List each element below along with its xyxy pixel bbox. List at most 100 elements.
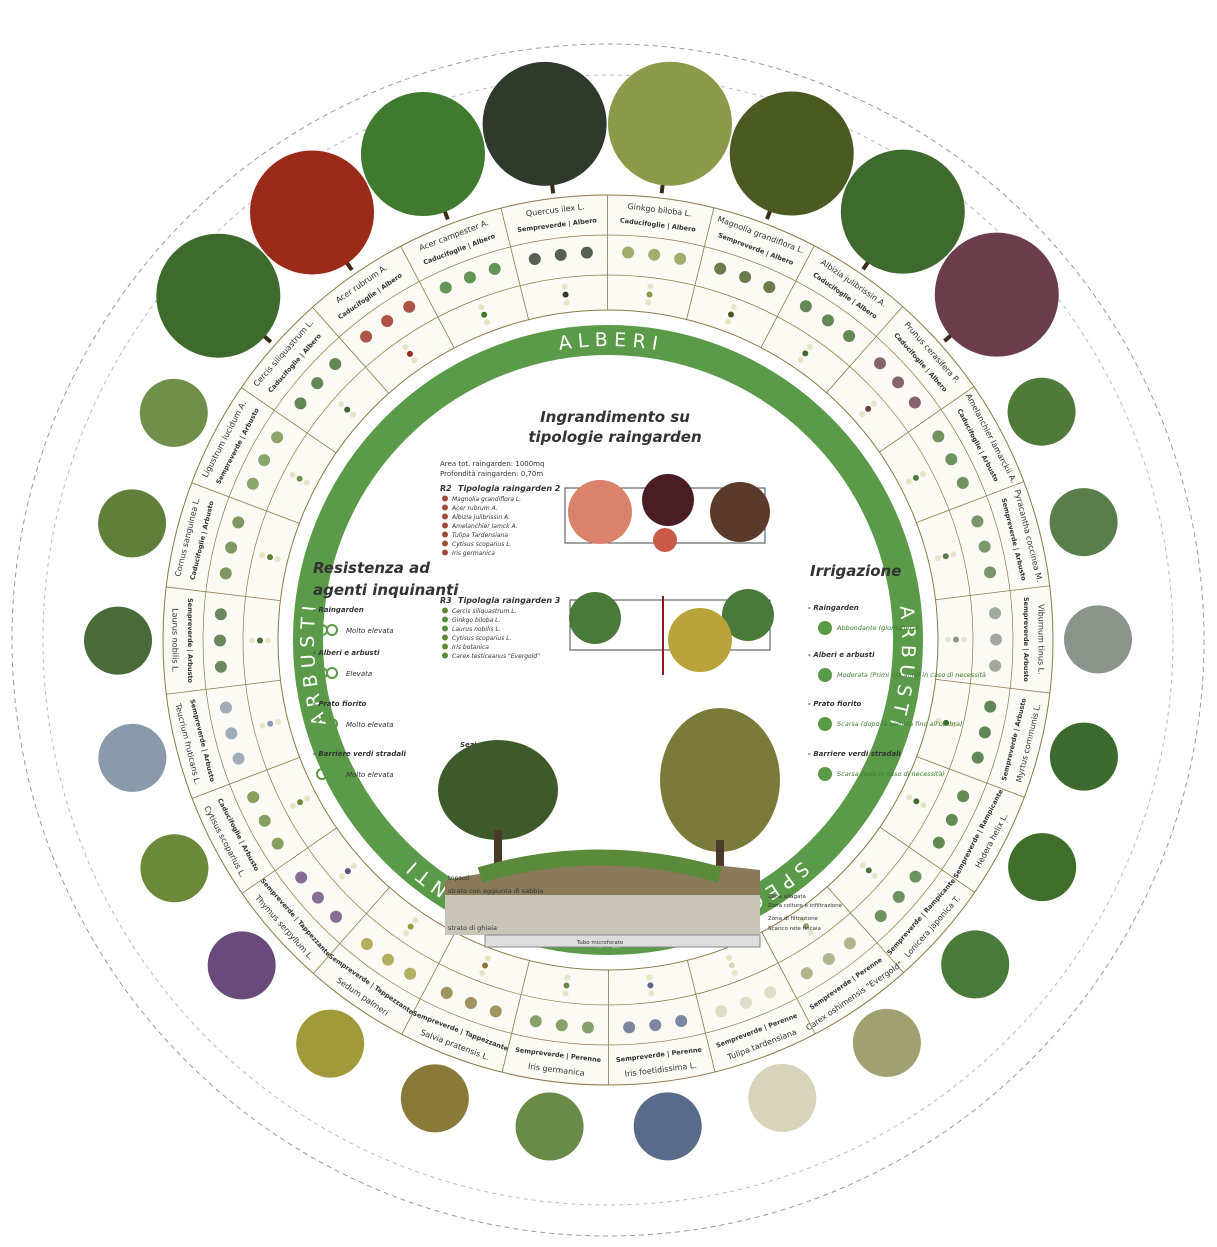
plant-icon (957, 790, 969, 802)
calendar-cell (339, 873, 345, 879)
plant-icon (946, 814, 958, 826)
list-item: Laurus nobilis L. (452, 626, 501, 633)
plant-icon (220, 567, 232, 579)
plant-blob (569, 592, 621, 644)
list-item: Albizia julibrissin A. (451, 514, 510, 521)
plant-silhouette (730, 92, 854, 216)
plant-silhouette (841, 150, 965, 274)
irrigation-value: Scarsa (solo in caso di necessità) (837, 770, 945, 778)
calendar-cell (563, 292, 569, 298)
plant-icon (555, 249, 567, 261)
plant-icon (675, 1015, 687, 1027)
irrigation-label: - Prato fiorito (808, 700, 862, 708)
section-label: Zona allagata (768, 894, 806, 900)
list-item: Iris botanica (452, 644, 489, 651)
plant-silhouette (140, 379, 208, 447)
plant-icon (404, 968, 416, 980)
calendar-cell (647, 284, 653, 290)
irrigation-label: - Barriere verdi stradali (808, 750, 902, 758)
resistance-label: - Alberi e arbusti (313, 649, 380, 657)
plant-icon (247, 478, 259, 490)
plant-silhouette (208, 931, 276, 999)
plant-silhouette (250, 150, 374, 274)
calendar-cell (485, 955, 491, 961)
calendar-cell (906, 795, 912, 801)
calendar-cell (259, 723, 265, 729)
plant-silhouette (1050, 723, 1118, 791)
plant-icon (247, 791, 259, 803)
plant-icon (529, 253, 541, 265)
plant-name: Laurus nobilis L. (170, 608, 179, 673)
plant-icon (909, 397, 921, 409)
center-title: Ingrandimento su (540, 408, 690, 426)
plant-silhouette (361, 92, 485, 216)
plant-icon (233, 753, 245, 765)
list-item: Cytisus scoparius L. (452, 635, 512, 642)
list-bullet (442, 496, 448, 502)
plant-icon (971, 515, 983, 527)
list-bullet (442, 644, 448, 650)
plant-icon (271, 431, 283, 443)
tree-canopy (438, 740, 558, 840)
plant-icon (979, 541, 991, 553)
calendar-cell (304, 795, 310, 801)
plant-icon (823, 953, 835, 965)
plant-icon (822, 314, 834, 326)
plant-icon (932, 430, 944, 442)
calendar-cell (961, 637, 967, 643)
depth-text: Profondità raingarden: 0,70m (440, 470, 543, 478)
area-text: Area tot. raingarden: 1000mq (440, 460, 544, 468)
calendar-cell (479, 970, 485, 976)
plant-silhouette (296, 1010, 364, 1078)
plant-icon (893, 891, 905, 903)
plant-silhouette (853, 1009, 921, 1077)
section-label: Zona di filtrazione (768, 916, 819, 922)
plant-silhouette (608, 62, 732, 186)
plant-icon (312, 892, 324, 904)
plant-icon (530, 1015, 542, 1027)
plant-silhouette (1008, 378, 1076, 446)
calendar-cell (351, 863, 357, 869)
calendar-cell (865, 406, 871, 412)
plant-icon (979, 726, 991, 738)
plant-silhouette (156, 234, 280, 358)
calendar-cell (482, 963, 488, 969)
calendar-cell (732, 970, 738, 976)
plant-icon (214, 635, 226, 647)
plant-habit: Sempreverde | Arbusto (185, 598, 194, 683)
calendar-cell (403, 930, 409, 936)
irrigation-value: Moderata (Primi 2/3 anni) in caso di nec… (837, 671, 986, 679)
irrigation-value: Scarsa (dopo la semina fino all'ombra) (837, 720, 963, 728)
list-item: Amelanchier lamck A. (451, 523, 518, 530)
calendar-cell (906, 479, 912, 485)
plant-icon (715, 1005, 727, 1017)
calendar-cell (478, 304, 484, 310)
plant-silhouette (98, 489, 166, 557)
section-label: Tubo microforato (576, 940, 624, 946)
plant-icon (556, 1019, 568, 1031)
calendar-cell (275, 719, 281, 725)
calendar-cell (951, 551, 957, 557)
plant-blob (568, 480, 632, 544)
calendar-cell (646, 974, 652, 980)
plant-icon (844, 937, 856, 949)
calendar-cell (564, 975, 570, 981)
resistance-label: - Barriere verdi stradali (313, 750, 407, 758)
resistance-value: Molto elevata (346, 771, 394, 779)
calendar-cell (275, 556, 281, 562)
list-bullet (442, 505, 448, 511)
calendar-cell (563, 990, 569, 996)
calendar-cell (257, 637, 263, 643)
list-item: Tulipa Tardensiana (452, 532, 508, 539)
plant-icon (465, 997, 477, 1009)
plant-icon (740, 997, 752, 1009)
plant-icon (440, 282, 452, 294)
plant-icon (649, 1019, 661, 1031)
calendar-cell (564, 300, 570, 306)
plant-icon (403, 301, 415, 313)
calendar-cell (411, 357, 417, 363)
section-label: Scarico rete fincaia (768, 926, 821, 932)
plant-icon (739, 271, 751, 283)
calendar-cell (646, 291, 652, 297)
calendar-cell (344, 407, 350, 413)
